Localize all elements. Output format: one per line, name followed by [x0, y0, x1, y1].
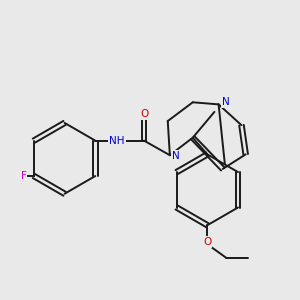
Text: F: F	[20, 171, 26, 181]
Text: O: O	[140, 109, 148, 119]
Text: N: N	[172, 151, 180, 161]
Text: NH: NH	[109, 136, 125, 146]
Text: O: O	[203, 237, 212, 247]
Text: N: N	[222, 97, 230, 107]
